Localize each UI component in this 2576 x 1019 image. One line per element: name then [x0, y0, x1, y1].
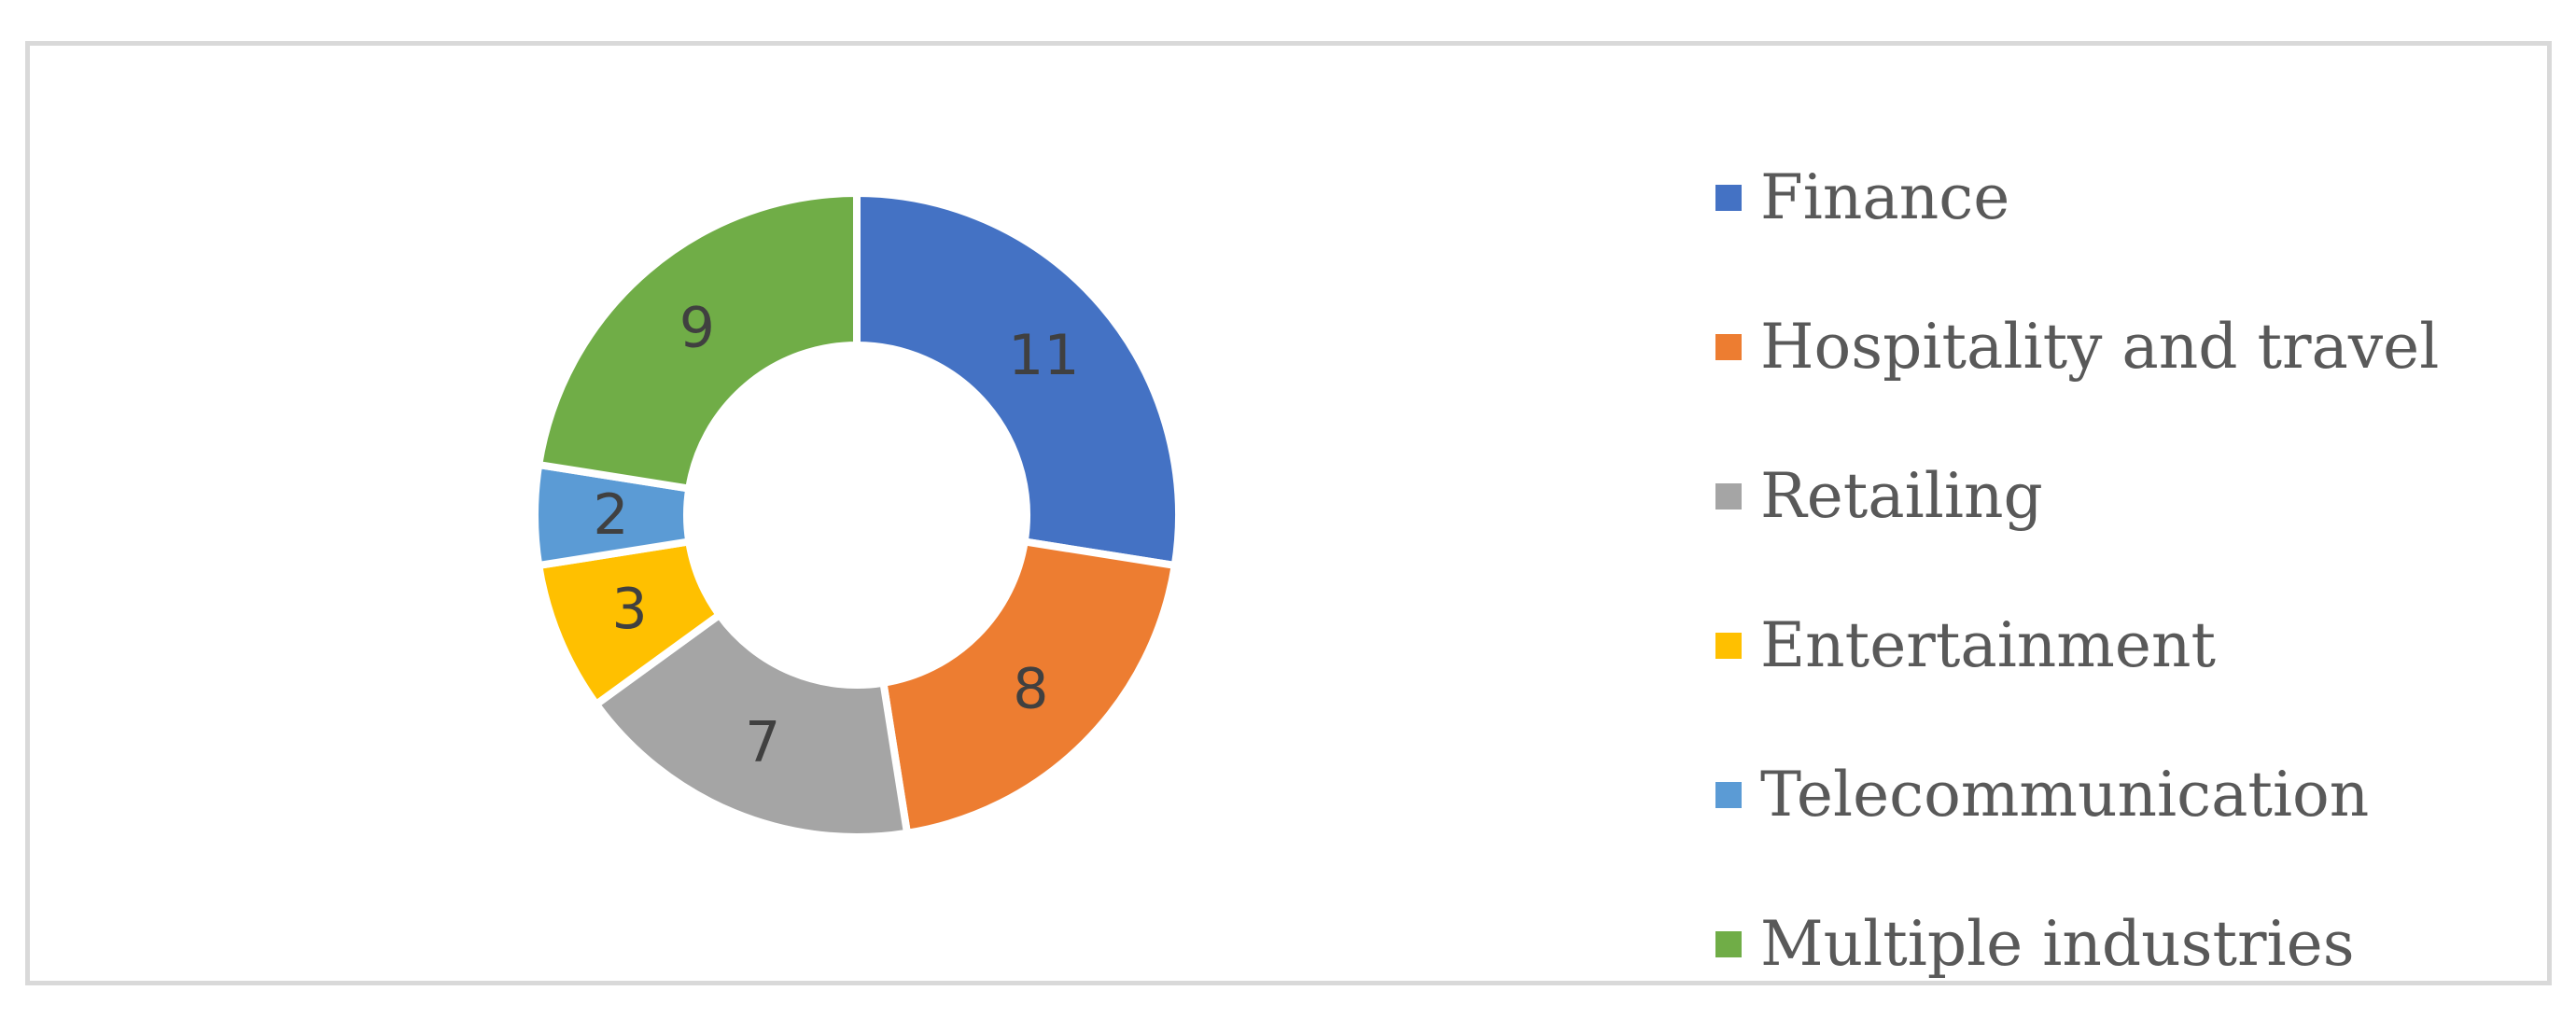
legend-swatch — [1715, 334, 1742, 360]
legend-swatch — [1715, 782, 1742, 808]
donut-slice-retailing — [591, 609, 912, 841]
legend-label: Hospitality and travel — [1760, 311, 2440, 383]
donut-slice-multiple-industries — [534, 188, 861, 494]
legend-swatch — [1715, 185, 1742, 211]
donut-slices — [531, 188, 1183, 841]
legend-label: Retailing — [1760, 460, 2043, 532]
legend-label: Finance — [1760, 161, 2010, 233]
legend-item-retailing: Retailing — [1715, 422, 2537, 571]
legend-label: Multiple industries — [1760, 908, 2355, 980]
data-label-hospitality-and-travel: 8 — [1013, 656, 1048, 721]
data-label-multiple-industries: 9 — [679, 296, 715, 361]
donut-data-labels: 11 8 7 3 2 9 — [593, 296, 1079, 775]
donut-slice-hospitality-and-travel — [878, 537, 1180, 838]
data-label-telecommunication: 2 — [593, 482, 628, 548]
legend-swatch — [1715, 483, 1742, 510]
legend-item-hospitality-and-travel: Hospitality and travel — [1715, 272, 2537, 422]
donut-slice-finance — [853, 188, 1183, 570]
data-label-retailing: 7 — [745, 709, 780, 775]
data-label-entertainment: 3 — [611, 577, 647, 642]
data-label-finance: 11 — [1008, 323, 1079, 388]
legend-label: Telecommunication — [1760, 759, 2370, 831]
legend-item-multiple-industries: Multiple industries — [1715, 870, 2537, 1019]
legend-item-entertainment: Entertainment — [1715, 571, 2537, 720]
legend-label: Entertainment — [1760, 609, 2216, 681]
chart-frame — [25, 41, 2552, 985]
chart-legend: Finance Hospitality and travel Retailing En… — [1715, 123, 2537, 1019]
legend-item-finance: Finance — [1715, 123, 2537, 272]
legend-swatch — [1715, 633, 1742, 659]
legend-swatch — [1715, 931, 1742, 957]
legend-item-telecommunication: Telecommunication — [1715, 720, 2537, 870]
